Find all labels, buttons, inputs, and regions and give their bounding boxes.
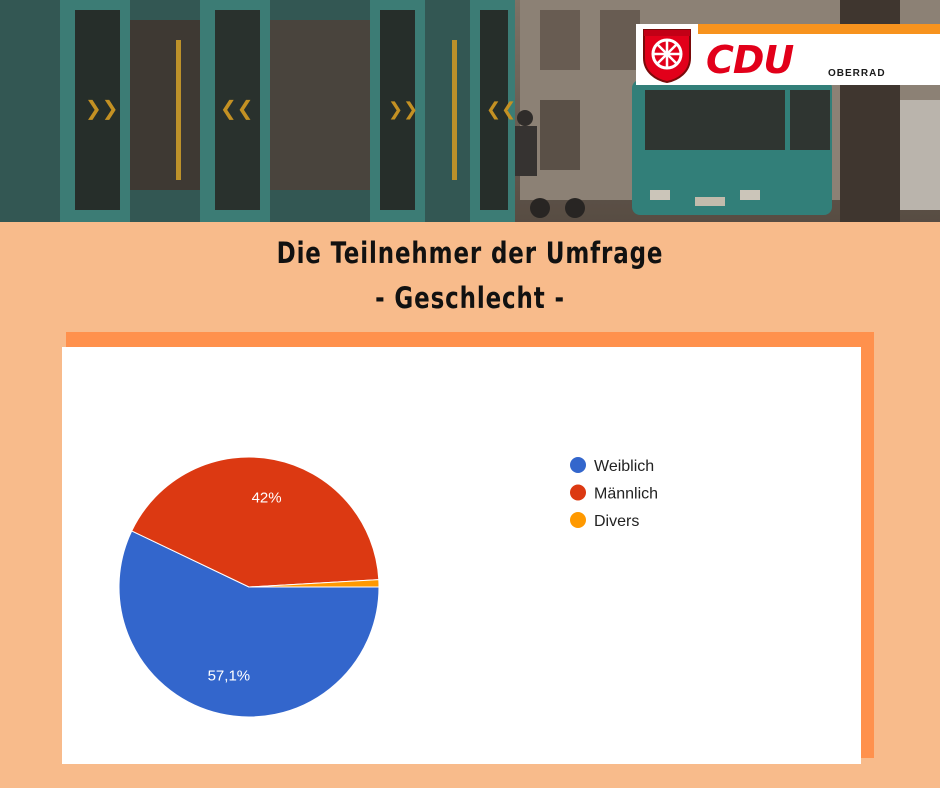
legend-item-weiblich: Weiblich — [570, 457, 654, 475]
svg-text:❯❯: ❯❯ — [388, 99, 418, 120]
pie-slice-weiblich — [118, 530, 380, 718]
chart-legend: Weiblich Männlich Divers — [570, 457, 658, 530]
legend-item-divers: Divers — [570, 512, 639, 530]
svg-text:❯❯: ❯❯ — [85, 96, 119, 120]
pie-slices — [118, 456, 380, 718]
logo-brand: CDU — [706, 38, 794, 82]
slice-label-männlich: 42% — [252, 490, 282, 507]
svg-text:❮❮: ❮❮ — [486, 99, 516, 120]
oberrad-crest-icon — [636, 24, 698, 85]
svg-text:❮❮: ❮❮ — [220, 96, 254, 120]
legend-swatch-divers — [570, 512, 586, 528]
page-title: Die Teilnehmer der Umfrage — [276, 236, 664, 270]
page-subtitle: - Geschlecht - — [375, 281, 565, 315]
pie-slice-labels: 57,1% 42% — [208, 490, 282, 685]
legend-item-männlich: Männlich — [570, 484, 658, 503]
logo-accent-bar — [698, 24, 940, 34]
legend-label-männlich: Männlich — [594, 486, 658, 503]
slice-label-weiblich: 57,1% — [208, 668, 251, 685]
legend-swatch-weiblich — [570, 457, 586, 473]
pie-slice-männlich — [131, 456, 380, 588]
chart-card: 57,1% 42% Weiblich Männlich Divers — [62, 347, 861, 764]
legend-label-weiblich: Weiblich — [594, 458, 654, 475]
logo-wordmark-panel — [698, 34, 940, 85]
pie-chart: 57,1% 42% Weiblich Männlich Divers — [118, 456, 658, 718]
pie-slice-divers — [248, 579, 380, 588]
legend-label-divers: Divers — [594, 513, 639, 530]
logo-subtitle: OBERRAD — [828, 68, 886, 79]
cdu-logo: CDU OBERRAD — [636, 24, 940, 85]
legend-swatch-männlich — [570, 484, 586, 501]
